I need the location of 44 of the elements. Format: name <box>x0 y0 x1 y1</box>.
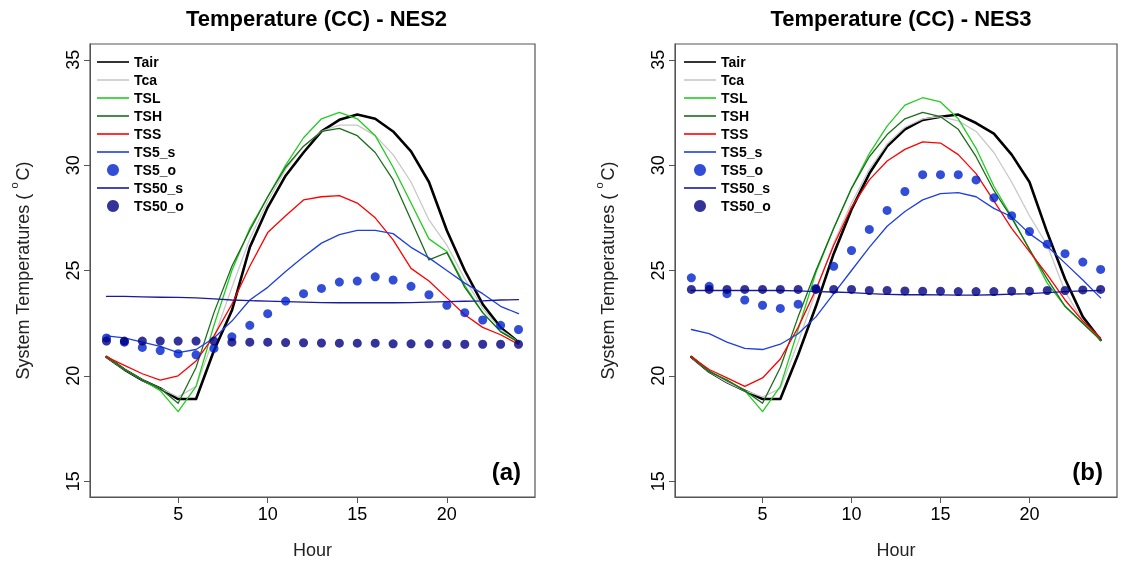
legend-label: TS5_o <box>134 162 177 178</box>
annotation: (a) <box>491 457 522 485</box>
legend-label: TS50_s <box>134 180 184 196</box>
legend-label: TS5_s <box>721 144 763 160</box>
x-axis-title: Hour <box>292 540 333 560</box>
legend-label: TS5_s <box>134 144 176 160</box>
y-tick-label: 35 <box>648 49 668 70</box>
legend-label: TSS <box>721 126 749 142</box>
y-tick-label: 25 <box>648 260 668 281</box>
legend-label: Tair <box>721 54 747 70</box>
legend-label: TS5_o <box>721 162 764 178</box>
y-tick-label: 20 <box>63 365 83 386</box>
x-tick-label: 20 <box>436 504 457 524</box>
y-tick-label: 25 <box>63 260 83 281</box>
x-tick-label: 15 <box>930 504 951 524</box>
x-tick-label: 5 <box>757 504 768 524</box>
y-tick-label: 30 <box>63 155 83 176</box>
chart-title: Temperature (CC) - NES2 <box>185 5 448 31</box>
annotation: (b) <box>1072 457 1104 485</box>
x-tick-label: 5 <box>173 504 184 524</box>
legend-label: TSL <box>721 90 748 106</box>
legend-label: TS50_o <box>134 198 184 214</box>
legend-label: TSH <box>721 108 749 124</box>
x-tick-label: 20 <box>1019 504 1040 524</box>
x-tick-label: 10 <box>841 504 862 524</box>
legend-label: TSS <box>134 126 162 142</box>
legend-label: TS50_s <box>721 180 771 196</box>
legend-label: Tair <box>134 54 160 70</box>
x-axis-title: Hour <box>876 540 916 560</box>
y-tick-label: 20 <box>648 365 668 386</box>
x-tick-label: 15 <box>347 504 368 524</box>
legend-label: TSL <box>134 90 161 106</box>
legend-label: TSH <box>134 108 162 124</box>
y-axis-title: System Temperatures ( oC) <box>592 161 618 380</box>
x-tick-label: 10 <box>257 504 278 524</box>
chart-title: Temperature (CC) - NES3 <box>770 5 1032 31</box>
y-axis-title: System Temperatures ( oC) <box>7 161 33 380</box>
y-tick-label: 15 <box>63 471 83 492</box>
y-tick-label: 15 <box>648 471 668 492</box>
legend-label: Tca <box>134 72 158 88</box>
y-tick-label: 30 <box>648 155 668 176</box>
legend-label: Tca <box>721 72 745 88</box>
y-tick-label: 35 <box>63 49 83 70</box>
legend-label: TS50_o <box>721 198 771 214</box>
